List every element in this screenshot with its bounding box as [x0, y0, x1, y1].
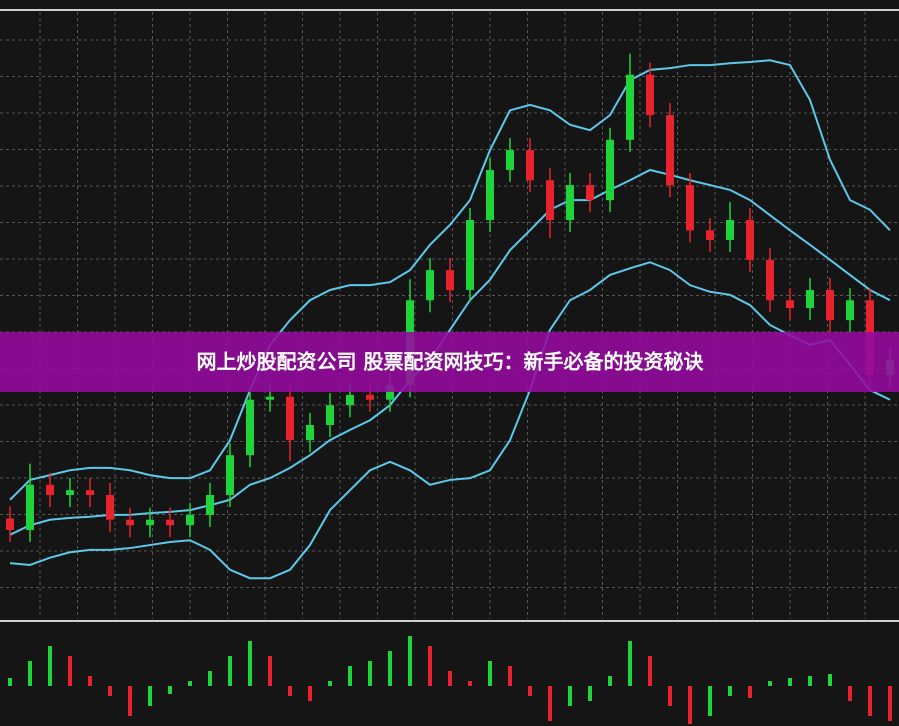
candle-body	[786, 300, 794, 309]
candle-body	[846, 300, 854, 321]
histogram-bar	[148, 686, 152, 706]
histogram-bar	[868, 686, 872, 716]
candle-body	[726, 220, 734, 240]
candle-body	[646, 74, 654, 116]
histogram-bar	[568, 686, 572, 706]
histogram-bar	[128, 686, 132, 716]
candle-body	[506, 150, 514, 170]
candle-body	[346, 394, 354, 406]
histogram-bar	[488, 661, 492, 686]
histogram-bar	[388, 651, 392, 686]
candle-body	[686, 185, 694, 231]
price-panel	[6, 53, 894, 580]
histogram-bar	[508, 666, 512, 686]
histogram-bar	[308, 686, 312, 701]
histogram-bar	[248, 641, 252, 686]
histogram-bar	[788, 678, 792, 686]
candle-body	[546, 180, 554, 221]
histogram-bar	[888, 686, 892, 721]
histogram-bar	[88, 676, 92, 686]
histogram-bar	[708, 686, 712, 716]
histogram-bar	[288, 686, 292, 696]
candle-body	[286, 396, 294, 441]
histogram-bar	[428, 646, 432, 686]
candle-body	[446, 270, 454, 290]
histogram-bar	[808, 676, 812, 686]
histogram-bar	[448, 671, 452, 686]
banner	[0, 332, 899, 392]
candle-body	[246, 399, 254, 456]
histogram-bar	[828, 674, 832, 686]
candle-body	[46, 484, 54, 496]
histogram-bar	[728, 686, 732, 696]
candle-body	[486, 169, 494, 221]
candle-body	[626, 74, 634, 140]
candle-body	[66, 490, 74, 496]
candle-body	[586, 185, 594, 201]
histogram-bar	[528, 686, 532, 696]
candle-body	[226, 455, 234, 496]
band-line	[9, 168, 891, 536]
candle-body	[86, 490, 94, 496]
candle-body	[206, 495, 214, 515]
histogram-bar	[368, 661, 372, 686]
candle-body	[186, 514, 194, 526]
candle-body	[766, 259, 774, 301]
candle-body	[326, 405, 334, 426]
candle-body	[26, 484, 34, 530]
histogram-bar	[548, 686, 552, 721]
histogram-bar	[228, 656, 232, 686]
candle-body	[806, 289, 814, 309]
band-line	[9, 261, 891, 580]
candle-body	[306, 425, 314, 441]
candle-body	[566, 185, 574, 221]
candle-body	[746, 220, 754, 260]
candle-body	[166, 519, 174, 526]
histogram-bar	[608, 676, 612, 686]
histogram-bar	[48, 646, 52, 686]
histogram-bar	[68, 656, 72, 686]
candle-body	[386, 385, 394, 400]
histogram-bar	[588, 686, 592, 701]
candle-body	[366, 394, 374, 400]
histogram-bar	[408, 636, 412, 686]
histogram-bar	[688, 686, 692, 724]
histogram-bar	[348, 666, 352, 686]
histogram-bar	[28, 661, 32, 686]
histogram-bar	[668, 686, 672, 706]
candle-body	[266, 396, 274, 400]
candle-body	[526, 150, 534, 181]
band-line	[9, 59, 891, 501]
candle-body	[606, 139, 614, 201]
histogram-bar	[468, 681, 472, 686]
histogram-bar	[848, 686, 852, 701]
candle-body	[826, 289, 834, 321]
histogram-bar	[768, 681, 772, 686]
histogram-bar	[628, 641, 632, 686]
histogram-bar	[268, 656, 272, 686]
candle-body	[106, 495, 114, 520]
candle-body	[6, 518, 14, 530]
histogram-bar	[168, 686, 172, 694]
histogram-bar	[8, 678, 12, 686]
histogram-bar	[188, 681, 192, 686]
histogram-panel	[8, 636, 892, 724]
banner-title: 网上炒股配资公司 股票配资网技巧：新手必备的投资秘诀	[197, 350, 705, 374]
histogram-bar	[648, 656, 652, 686]
histogram-bar	[328, 681, 332, 686]
candle-body	[426, 270, 434, 301]
histogram-bar	[108, 686, 112, 696]
histogram-bar	[748, 686, 752, 698]
candle-body	[706, 230, 714, 240]
histogram-bar	[208, 671, 212, 686]
candle-body	[146, 519, 154, 526]
candle-body	[126, 519, 134, 526]
candle-body	[466, 220, 474, 290]
candle-body	[666, 115, 674, 186]
